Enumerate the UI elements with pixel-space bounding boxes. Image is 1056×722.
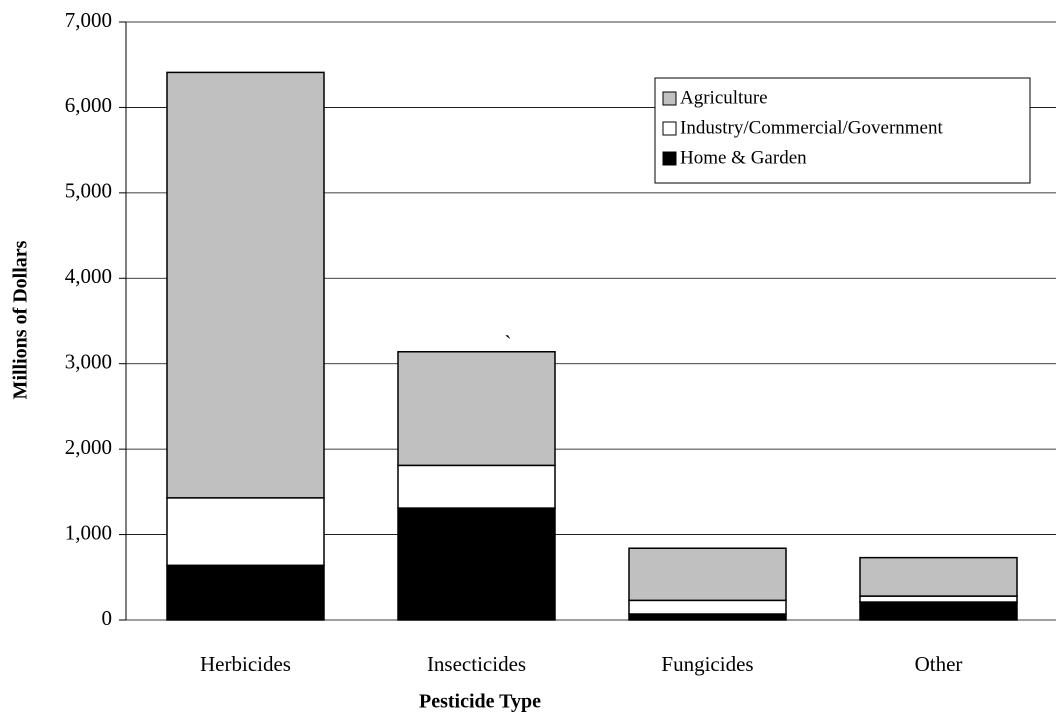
x-tick-label: Fungicides <box>661 652 753 676</box>
legend-label: Home & Garden <box>680 147 807 168</box>
bar-segment <box>859 556 1018 597</box>
bar-segment <box>166 497 325 567</box>
legend-label: Agriculture <box>680 87 768 108</box>
y-tick-label: 2,000 <box>65 435 112 459</box>
bar-segment <box>628 547 787 602</box>
y-tick-label: 5,000 <box>65 179 112 203</box>
legend-box <box>654 77 1031 184</box>
bar-segment <box>859 601 1018 621</box>
x-tick-label: Other <box>915 652 963 676</box>
x-tick-label: Herbicides <box>200 652 291 676</box>
legend-swatch <box>662 121 677 136</box>
bar-segment <box>397 507 556 621</box>
annotation: ` <box>505 331 512 355</box>
x-tick-label: Insecticides <box>427 652 526 676</box>
y-tick-label: 1,000 <box>65 520 112 544</box>
bar-segment <box>166 71 325 499</box>
legend-label: Industry/Commercial/Government <box>680 117 943 138</box>
legend-swatch <box>662 151 677 166</box>
y-tick-label: 4,000 <box>65 264 112 288</box>
y-tick-label: 7,000 <box>65 8 112 32</box>
y-tick-label: 0 <box>102 606 113 630</box>
legend-swatch <box>662 91 677 106</box>
bar-segment <box>166 564 325 621</box>
bar-segment <box>859 595 1018 603</box>
y-axis-title: Millions of Dollars <box>10 240 32 399</box>
bar-segment <box>628 613 787 621</box>
bar-segment <box>397 351 556 467</box>
bar-segment <box>397 464 556 509</box>
y-tick-label: 3,000 <box>65 350 112 374</box>
x-axis-title: Pesticide Type <box>419 691 541 713</box>
y-tick-label: 6,000 <box>65 93 112 117</box>
bar-segment <box>628 599 787 615</box>
